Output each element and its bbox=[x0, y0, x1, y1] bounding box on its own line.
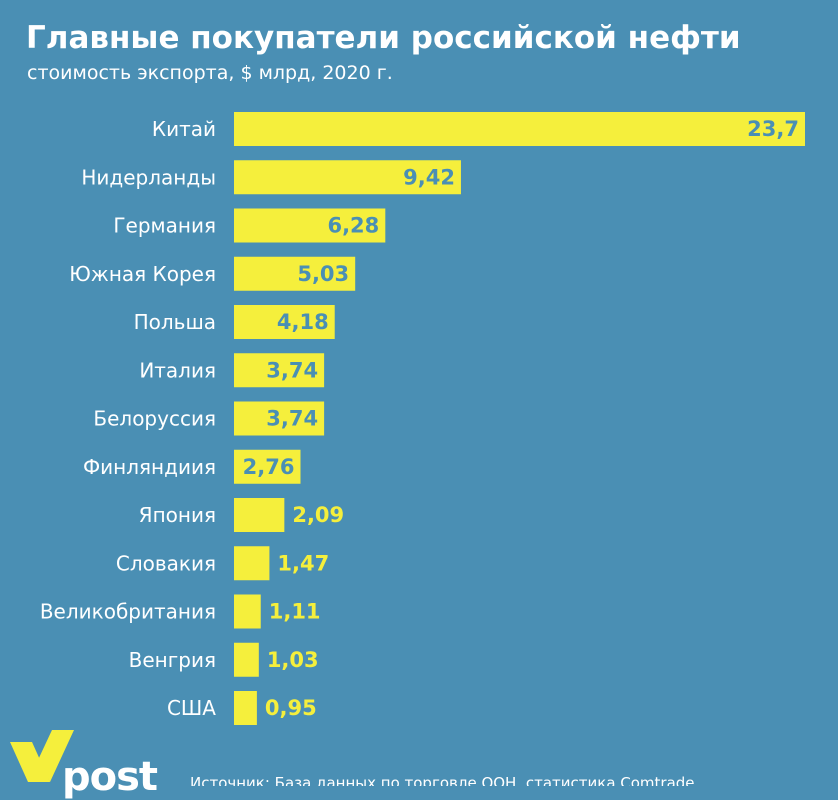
bar bbox=[234, 594, 261, 629]
category-label: Польша bbox=[134, 310, 216, 334]
value-label: 6,28 bbox=[327, 214, 379, 238]
category-label: Южная Корея bbox=[69, 262, 216, 286]
chart-title: Главные покупатели российской нефти bbox=[26, 20, 741, 56]
value-label: 1,11 bbox=[269, 600, 321, 624]
value-label: 1,47 bbox=[277, 551, 329, 575]
bar bbox=[234, 256, 356, 291]
bar bbox=[234, 305, 335, 339]
category-label: Финляндиия bbox=[83, 455, 216, 479]
value-label: 3,74 bbox=[266, 358, 318, 382]
logo-v-icon bbox=[10, 730, 74, 782]
category-label: США bbox=[167, 696, 216, 720]
logo-text: post bbox=[62, 754, 158, 800]
bar bbox=[234, 401, 325, 436]
bar bbox=[234, 160, 461, 195]
value-label: 0,95 bbox=[265, 696, 317, 720]
bar bbox=[234, 546, 270, 581]
category-label: Япония bbox=[139, 503, 216, 527]
bar bbox=[234, 208, 386, 243]
value-label: 23,7 bbox=[747, 117, 799, 141]
footer: post Источник: База данных по торговле О… bbox=[0, 730, 838, 800]
category-label: Нидерланды bbox=[81, 165, 216, 189]
value-label: 2,09 bbox=[292, 503, 344, 527]
value-label: 4,18 bbox=[277, 310, 329, 334]
value-label: 5,03 bbox=[297, 262, 349, 286]
bar bbox=[234, 449, 301, 484]
bar bbox=[234, 691, 257, 725]
category-label: Словакия bbox=[116, 551, 216, 575]
bar-chart: Китай 23,7 Нидерланды 9,42 Германия 6,28 Южная… bbox=[40, 112, 805, 725]
source-note: Источник: База данных по торговле ООН, с… bbox=[190, 774, 695, 786]
bar bbox=[234, 353, 325, 388]
bar bbox=[234, 498, 285, 532]
category-label: Белоруссия bbox=[93, 407, 216, 431]
category-label: Великобритания bbox=[40, 600, 216, 624]
value-label: 1,03 bbox=[267, 648, 319, 672]
category-label: Германия bbox=[113, 214, 216, 238]
value-label: 3,74 bbox=[266, 407, 318, 431]
chart-subtitle: стоимость экспорта, $ млрд, 2020 г. bbox=[27, 62, 393, 84]
category-label: Венгрия bbox=[129, 648, 216, 672]
bar bbox=[234, 112, 805, 146]
category-label: Китай bbox=[152, 117, 216, 141]
value-label: 9,42 bbox=[403, 165, 455, 189]
value-label: 2,76 bbox=[243, 455, 295, 479]
bar bbox=[234, 642, 259, 677]
category-label: Италия bbox=[139, 358, 216, 382]
